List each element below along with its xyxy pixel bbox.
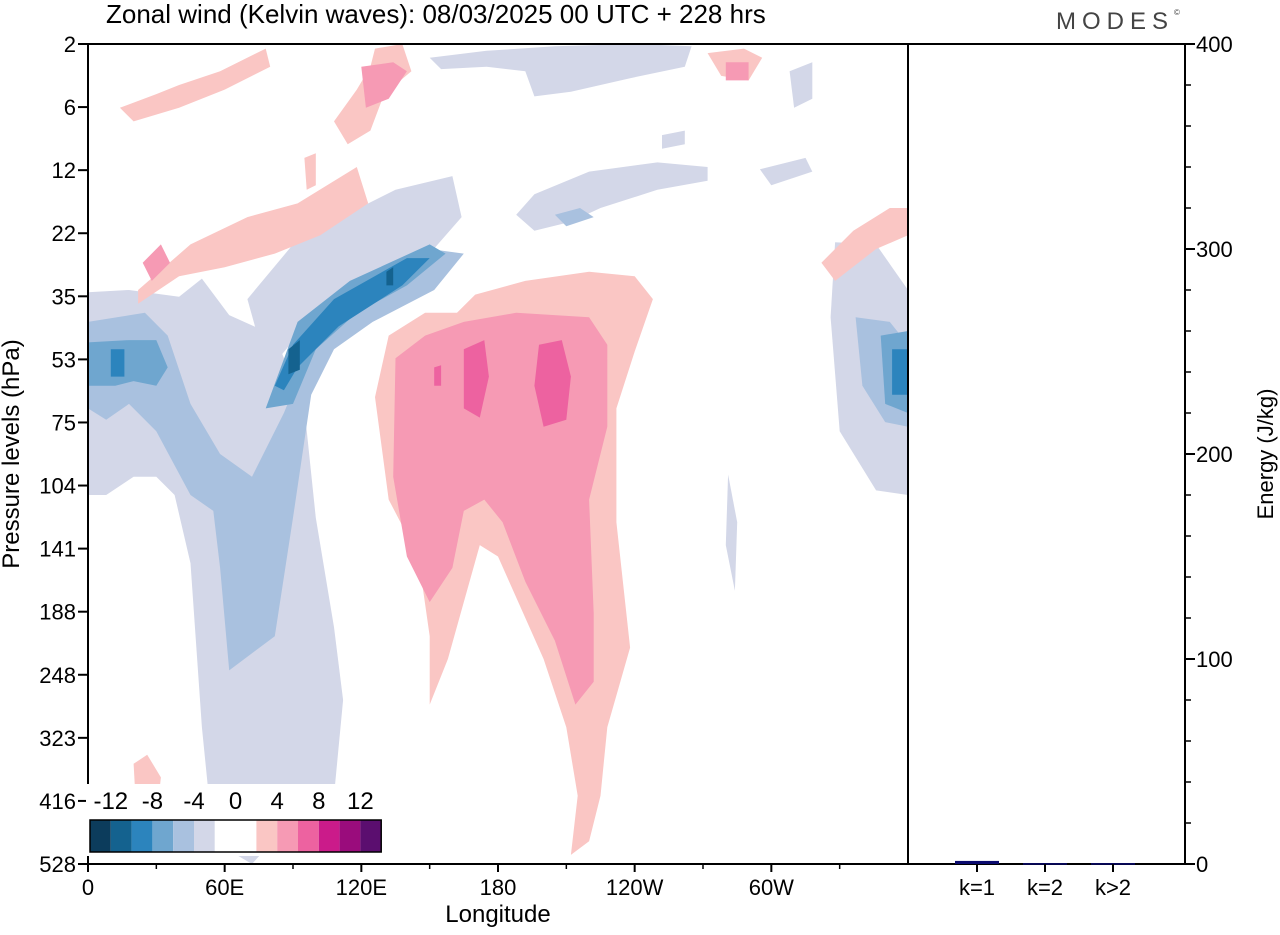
colorbar-swatch — [339, 820, 361, 852]
y-tick-label: 528 — [39, 852, 76, 877]
easterly-anomaly-region — [110, 349, 125, 377]
westerly-anomaly-region — [463, 340, 489, 418]
y-tick-label: 12 — [52, 158, 76, 183]
colorbar-label: -8 — [142, 788, 163, 815]
westerly-anomaly-region — [434, 365, 442, 386]
energy-tick-label: 300 — [1196, 237, 1233, 262]
y-tick-label: 35 — [52, 284, 76, 309]
energy-bar — [1023, 863, 1067, 865]
energy-axis-label: Energy (J/kg) — [1253, 389, 1278, 520]
colorbar-swatch — [360, 820, 382, 852]
easterly-anomaly-region — [662, 130, 685, 149]
energy-category-label: k>2 — [1095, 875, 1131, 900]
y-tick-label: 75 — [52, 410, 76, 435]
colorbar-label: 0 — [229, 788, 242, 815]
x-tick-label: 180 — [480, 875, 517, 900]
easterly-anomaly-region — [274, 258, 430, 391]
easterly-anomaly-region — [789, 62, 813, 108]
easterly-anomaly-region — [247, 176, 462, 363]
y-tick-label: 104 — [39, 474, 76, 499]
x-tick-label: 0 — [82, 875, 94, 900]
easterly-anomaly-region — [88, 249, 464, 671]
energy-bar — [1091, 863, 1135, 865]
colorbar-swatch — [235, 820, 257, 852]
westerly-anomaly-region — [304, 153, 316, 190]
westerly-anomaly-region — [393, 312, 608, 705]
colorbar-swatch — [298, 820, 319, 852]
westerly-anomaly-region — [725, 62, 749, 81]
brand-name: MODES — [1056, 8, 1175, 35]
x-tick-label: 120E — [336, 875, 387, 900]
colorbar-frame — [89, 819, 382, 853]
x-axis-label: Longitude — [445, 901, 550, 928]
colorbar-label: -4 — [183, 788, 204, 815]
y-tick-label: 416 — [39, 789, 76, 814]
energy-tick-label: 200 — [1196, 442, 1233, 467]
colorbar-label: 8 — [312, 788, 325, 815]
contour-plot — [88, 44, 908, 864]
colorbar-swatch — [194, 820, 215, 852]
y-tick-label: 6 — [64, 95, 76, 120]
y-axis: 2 6 12 22 35 53 75 104 141 188 248 323 416 528 — [39, 32, 88, 877]
y-tick-label: 323 — [39, 726, 76, 751]
x-tick-label: 60W — [749, 875, 794, 900]
colorbar-swatch — [318, 820, 340, 852]
y-tick-label: 248 — [39, 663, 76, 688]
colorbar-swatch — [173, 820, 194, 852]
energy-tick-label: 100 — [1196, 647, 1233, 672]
y-axis-label: Pressure levels (hPa) — [0, 339, 25, 568]
energy-category-label: k=2 — [1027, 875, 1063, 900]
chart-title: Zonal wind (Kelvin waves): 08/03/2025 00… — [106, 0, 766, 29]
colorbar-label: 12 — [347, 788, 374, 815]
westerly-anomaly-region — [119, 48, 271, 122]
energy-tick-label: 400 — [1196, 32, 1233, 57]
brand-mark: © — [1174, 8, 1180, 17]
y-tick-label: 22 — [52, 221, 76, 246]
westerly-anomaly-region — [534, 340, 571, 427]
colorbar-swatch — [110, 820, 132, 852]
easterly-anomaly-region — [759, 157, 813, 186]
easterly-anomaly-region — [386, 267, 394, 286]
easterly-anomaly-region — [725, 474, 738, 591]
westerly-anomaly-region — [821, 208, 908, 281]
easterly-anomaly-region — [429, 44, 692, 97]
westerly-anomaly-region — [138, 167, 369, 304]
colorbar-swatch — [214, 820, 236, 852]
easterly-anomaly-region — [516, 162, 708, 231]
colorbar-label: -12 — [93, 788, 128, 815]
colorbar-swatch — [277, 820, 298, 852]
y-tick-label: 53 — [52, 347, 76, 372]
westerly-anomaly-region — [361, 62, 407, 108]
y-tick-label: 2 — [64, 32, 76, 57]
easterly-anomaly-region — [288, 340, 300, 375]
y-tick-label: 188 — [39, 600, 76, 625]
energy-panel: 0 100 200 300 400 k=1 k=2 k>2 — [908, 32, 1233, 900]
easterly-anomaly-region — [88, 340, 168, 386]
energy-bar — [955, 860, 999, 864]
colorbar-swatch — [90, 820, 111, 852]
x-tick-label: 60E — [205, 875, 244, 900]
x-axis: 0 60E 120E 180 120W 60W — [82, 864, 841, 900]
westerly-anomaly-region — [142, 244, 170, 281]
x-tick-label: 120W — [606, 875, 664, 900]
colorbar: -12 -8 -4 0 4 8 12 — [86, 784, 386, 856]
colorbar-swatch — [256, 820, 278, 852]
easterly-anomaly-region — [554, 208, 594, 227]
y-tick-label: 141 — [39, 537, 76, 562]
colorbar-swatch — [131, 820, 153, 852]
easterly-anomaly-region — [892, 349, 908, 395]
energy-category-label: k=1 — [959, 875, 995, 900]
colorbar-label: 4 — [271, 788, 284, 815]
brand-logo: MODES© — [1056, 8, 1180, 36]
colorbar-swatch — [152, 820, 174, 852]
energy-tick-label: 0 — [1196, 852, 1208, 877]
